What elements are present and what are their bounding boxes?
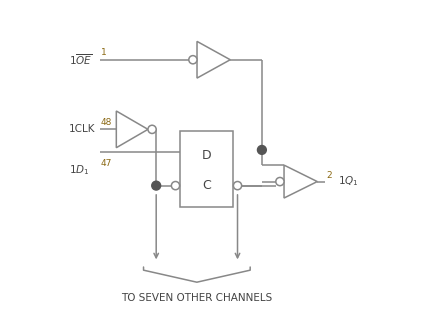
Bar [180, 131, 233, 207]
Circle shape [257, 146, 266, 154]
Text: TO SEVEN OTHER CHANNELS: TO SEVEN OTHER CHANNELS [121, 293, 273, 303]
Circle shape [233, 182, 241, 190]
Text: 1CLK: 1CLK [69, 124, 95, 134]
Text: 47: 47 [101, 159, 112, 168]
Circle shape [172, 182, 180, 190]
Text: 2: 2 [327, 171, 332, 180]
Circle shape [152, 181, 161, 190]
Text: $1\overline{OE}$: $1\overline{OE}$ [69, 52, 92, 67]
Circle shape [148, 125, 156, 134]
Text: $1D_1$: $1D_1$ [69, 164, 89, 177]
Text: D: D [202, 149, 211, 162]
Text: $1Q_1$: $1Q_1$ [338, 175, 359, 188]
Text: 48: 48 [101, 118, 112, 127]
Circle shape [189, 56, 197, 64]
Text: 1: 1 [101, 48, 106, 57]
Circle shape [276, 177, 284, 186]
Text: C: C [202, 179, 211, 192]
